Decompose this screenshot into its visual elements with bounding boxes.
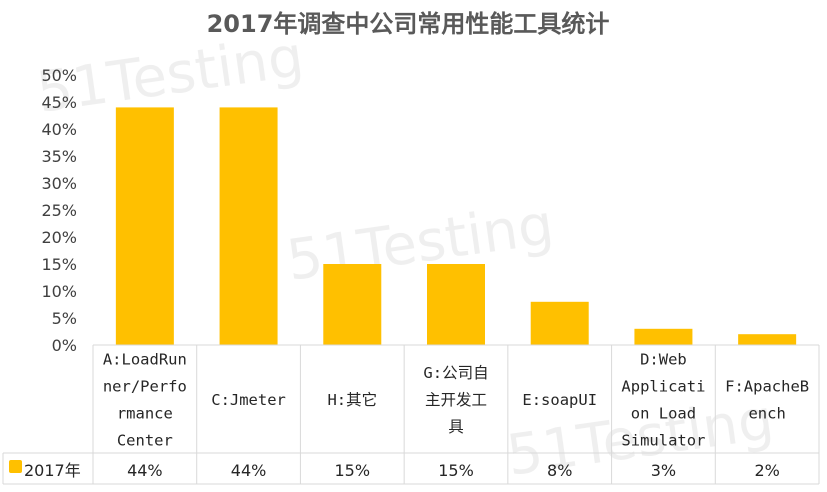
x-tick-label: A:LoadRun ner/Perfo rmance Center — [103, 351, 187, 450]
x-tick-label: E:soapUI — [522, 391, 597, 409]
x-tick-label: H:其它 — [327, 391, 377, 409]
y-tick-label: 15% — [41, 255, 77, 274]
data-value: 8% — [547, 461, 572, 480]
data-value: 44% — [127, 461, 163, 480]
y-tick-label: 50% — [41, 66, 77, 85]
bars — [93, 107, 819, 346]
bar — [219, 107, 278, 346]
data-value: 2% — [754, 461, 779, 480]
data-value: 44% — [231, 461, 267, 480]
y-tick-label: 45% — [41, 93, 77, 112]
bar — [738, 334, 797, 345]
y-tick-label: 35% — [41, 147, 77, 166]
x-tick-label: F:ApacheB ench — [725, 378, 809, 423]
bar — [323, 264, 382, 345]
bar — [530, 301, 589, 345]
data-value: 3% — [651, 461, 676, 480]
y-tick-label: 25% — [41, 201, 77, 220]
x-tick-label: G:公司自主开发工具 — [423, 364, 488, 436]
x-tick-label: D:Web Applicati on Load Simulator — [621, 351, 705, 450]
bar — [427, 264, 485, 345]
y-tick-label: 5% — [52, 309, 77, 328]
data-table: A:LoadRun ner/Perfo rmance Center C:Jmeter H:… — [2, 345, 820, 485]
chart-title: 2017年调查中公司常用性能工具统计 — [207, 10, 610, 38]
bar — [115, 107, 174, 346]
bar — [634, 328, 693, 345]
y-tick-label: 10% — [41, 282, 77, 301]
data-value: 15% — [335, 461, 371, 480]
y-tick-label: 0% — [52, 336, 77, 355]
y-tick-label: 40% — [41, 120, 77, 139]
legend-label: 2017年 — [24, 461, 81, 480]
x-tick-label: C:Jmeter — [211, 391, 286, 409]
y-axis: 0% 5% 10% 15% 20% 25% 30% 35% 40% 45% 50% — [41, 66, 77, 355]
y-tick-label: 20% — [41, 228, 77, 247]
legend-swatch — [9, 460, 22, 473]
y-tick-label: 30% — [41, 174, 77, 193]
data-value: 15% — [438, 461, 474, 480]
